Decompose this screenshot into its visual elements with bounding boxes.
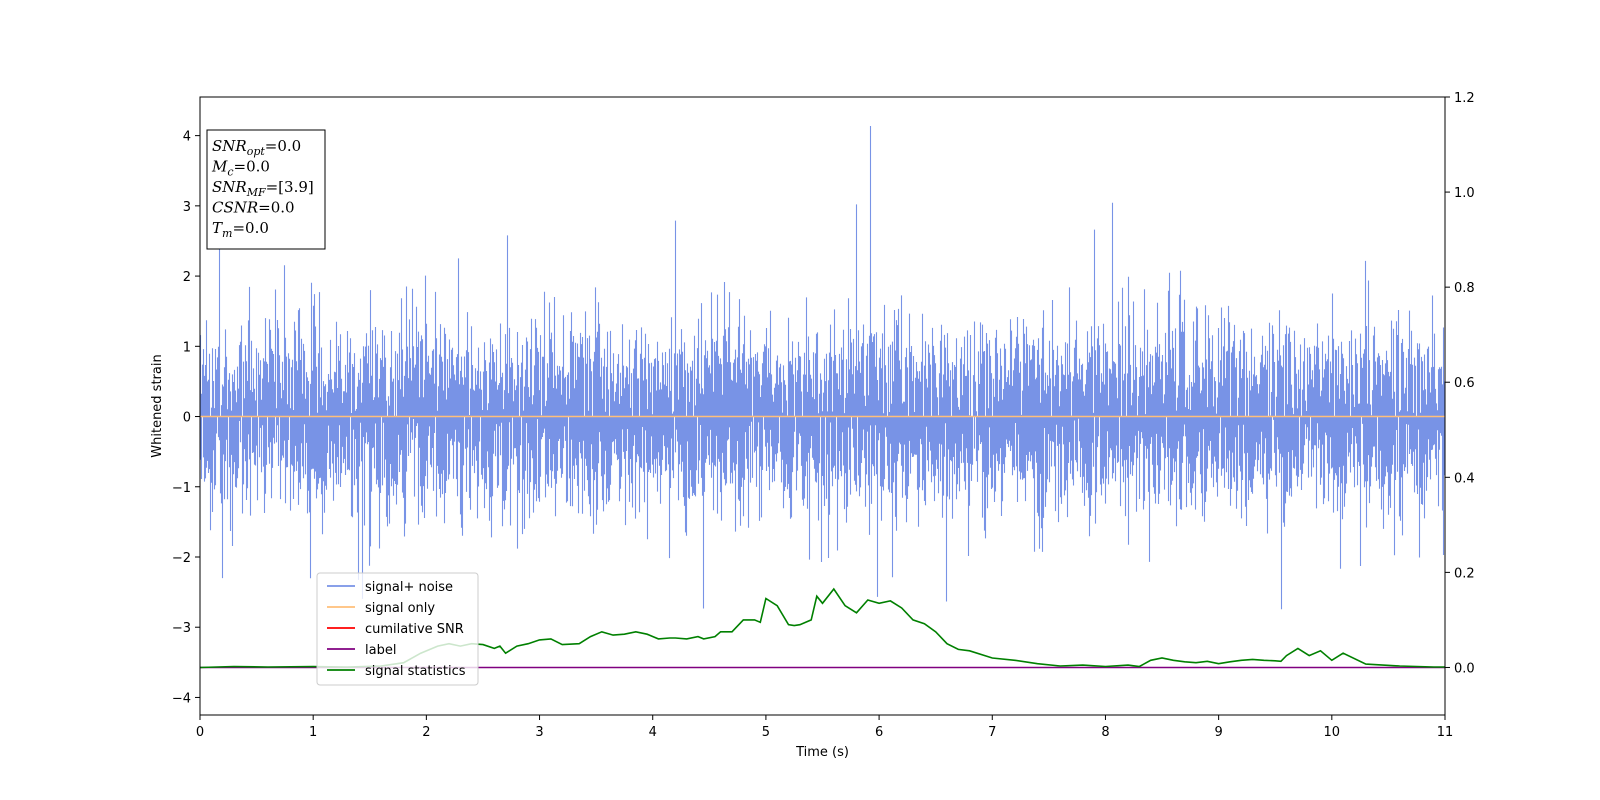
x-tick-label: 7 bbox=[988, 725, 996, 740]
y-tick-label-left: −4 bbox=[172, 691, 191, 706]
x-tick-label: 2 bbox=[422, 725, 430, 740]
y-tick-label-left: 2 bbox=[183, 270, 191, 285]
legend-label: label bbox=[365, 643, 396, 658]
legend-label: signal statistics bbox=[365, 664, 466, 679]
x-tick-label: 11 bbox=[1437, 725, 1454, 740]
y-tick-label-right: 0.0 bbox=[1454, 661, 1475, 676]
y-tick-label-right: 1.2 bbox=[1454, 91, 1475, 106]
y-axis-label: Whitened strain bbox=[150, 354, 165, 457]
y-tick-label-left: −3 bbox=[172, 621, 191, 636]
x-tick-label: 4 bbox=[649, 725, 657, 740]
legend-label: signal only bbox=[365, 601, 435, 616]
series-signal-noise bbox=[199, 126, 1446, 610]
x-axis: 0 1 2 3 4 5 6 7 8 9 10 11 bbox=[196, 715, 1453, 740]
legend-label: signal+ noise bbox=[365, 580, 453, 595]
legend-label: cumilative SNR bbox=[365, 622, 464, 637]
x-tick-label: 6 bbox=[875, 725, 883, 740]
info-box-line: SNRopt=0.0 bbox=[212, 137, 301, 158]
info-box-line: CSNR=0.0 bbox=[212, 199, 295, 217]
y-tick-label-left: 1 bbox=[183, 340, 191, 355]
y-tick-label-right: 0.6 bbox=[1454, 376, 1475, 391]
x-tick-label: 8 bbox=[1101, 725, 1109, 740]
x-tick-label: 3 bbox=[535, 725, 543, 740]
x-tick-label: 0 bbox=[196, 725, 204, 740]
y-axis-right: 0.0 0.2 0.4 0.6 0.8 1.0 1.2 bbox=[1445, 91, 1475, 676]
legend: signal+ noise signal only cumilative SNR la… bbox=[316, 572, 479, 686]
x-tick-label: 1 bbox=[309, 725, 317, 740]
y-tick-label-left: 3 bbox=[183, 200, 191, 215]
y-tick-label-left: −1 bbox=[172, 481, 191, 496]
x-tick-label: 5 bbox=[762, 725, 770, 740]
y-tick-label-right: 0.4 bbox=[1454, 471, 1475, 486]
x-tick-label: 10 bbox=[1324, 725, 1341, 740]
y-tick-label-left: −2 bbox=[172, 551, 191, 566]
series-signal-statistics bbox=[199, 587, 1445, 669]
y-tick-label-right: 1.0 bbox=[1454, 186, 1475, 201]
plot-frame bbox=[199, 96, 1446, 716]
y-tick-label-left: 4 bbox=[183, 130, 191, 145]
info-box-line: SNRMF=[3.9] bbox=[212, 178, 314, 199]
info-box-line: Tm=0.0 bbox=[212, 219, 269, 240]
x-axis-label: Time (s) bbox=[795, 745, 849, 760]
info-box-line: Mc=0.0 bbox=[211, 158, 270, 179]
y-tick-label-right: 0.2 bbox=[1454, 566, 1475, 581]
x-tick-label: 9 bbox=[1214, 725, 1222, 740]
y-axis-left: −4 −3 −2 −1 0 1 2 3 4 bbox=[172, 130, 200, 706]
y-tick-label-right: 0.8 bbox=[1454, 281, 1475, 296]
y-tick-label-left: 0 bbox=[183, 411, 191, 426]
